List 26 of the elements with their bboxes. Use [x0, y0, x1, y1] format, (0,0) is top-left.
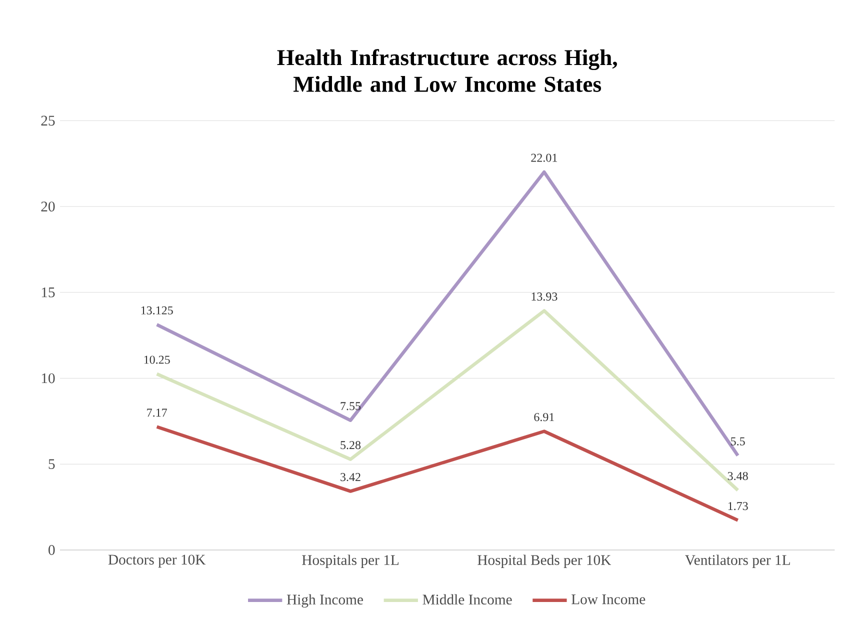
legend-label: High Income — [286, 594, 363, 608]
x-tick-label: Hospital Beds per 10K — [478, 554, 612, 568]
data-label: 5.5 — [731, 437, 745, 446]
data-label: 22.01 — [531, 154, 557, 162]
chart-title: Health Infrastructure across High, Middle and Low Income States — [277, 49, 617, 92]
y-tick-label: 0 — [48, 545, 55, 555]
x-tick-label: Doctors per 10K — [108, 554, 206, 568]
x-tick-label: Hospitals per 1L — [302, 554, 399, 568]
data-label: 1.73 — [728, 502, 748, 510]
data-label: 3.42 — [340, 473, 360, 482]
data-label: 3.48 — [728, 472, 748, 480]
data-label: 5.28 — [340, 441, 361, 450]
data-label: 7.17 — [147, 408, 167, 417]
y-tick-label: 15 — [42, 287, 55, 298]
legend-label: Low Income — [572, 594, 646, 604]
data-label: 6.91 — [534, 413, 554, 422]
data-label: 10.25 — [144, 356, 170, 364]
legend-label: Middle Income — [422, 594, 512, 605]
data-label: 7.55 — [340, 402, 361, 410]
y-tick-label: 20 — [41, 202, 55, 212]
x-tick-label: Ventilators per 1L — [685, 554, 790, 568]
y-tick-label: 25 — [41, 116, 55, 126]
y-tick-label: 10 — [42, 373, 55, 384]
data-label: 13.125 — [141, 306, 173, 314]
data-label: 13.93 — [532, 292, 558, 301]
y-tick-label: 5 — [48, 459, 55, 469]
